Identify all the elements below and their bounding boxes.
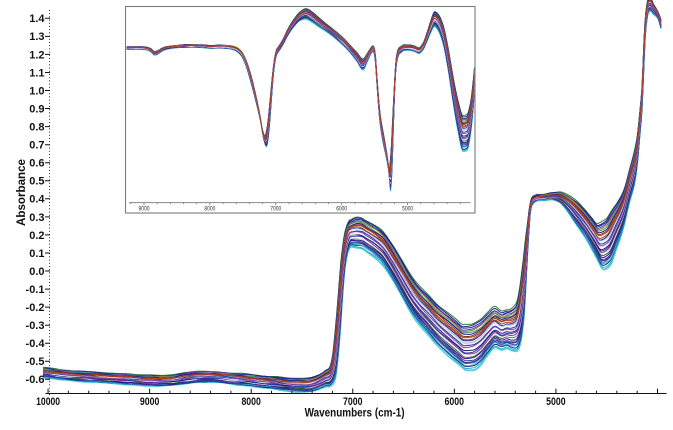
svg-text:1.0: 1.0 [29, 85, 44, 97]
svg-text:Wavenumbers (cm-1): Wavenumbers (cm-1) [305, 408, 405, 420]
svg-text:1.3: 1.3 [29, 31, 44, 43]
svg-text:6000: 6000 [445, 396, 465, 408]
svg-text:-0.4: -0.4 [26, 338, 46, 350]
svg-text:8000: 8000 [204, 207, 216, 213]
svg-text:0.9: 0.9 [29, 104, 44, 116]
svg-text:9000: 9000 [139, 207, 151, 213]
svg-text:9000: 9000 [140, 396, 160, 408]
svg-text:7000: 7000 [270, 207, 282, 213]
svg-text:0.7: 0.7 [29, 140, 44, 152]
svg-text:10000: 10000 [36, 396, 60, 408]
svg-text:0.6: 0.6 [29, 158, 44, 170]
svg-text:0.8: 0.8 [29, 122, 44, 134]
svg-text:7000: 7000 [343, 396, 363, 408]
svg-text:1.1: 1.1 [29, 67, 44, 79]
svg-text:0.3: 0.3 [29, 212, 44, 224]
svg-text:1.4: 1.4 [29, 13, 45, 25]
svg-text:0.5: 0.5 [29, 176, 44, 188]
svg-text:-0.6: -0.6 [26, 374, 45, 386]
svg-text:6000: 6000 [336, 207, 348, 213]
svg-text:-0.2: -0.2 [26, 302, 45, 314]
svg-text:8000: 8000 [241, 396, 261, 408]
svg-text:1.2: 1.2 [29, 49, 44, 61]
svg-text:0.0: 0.0 [29, 266, 44, 278]
svg-text:0.1: 0.1 [29, 248, 44, 260]
svg-text:-0.1: -0.1 [26, 284, 45, 296]
svg-text:5000: 5000 [546, 396, 566, 408]
svg-text:-0.5: -0.5 [26, 356, 45, 368]
svg-text:0.2: 0.2 [29, 230, 44, 242]
svg-text:-0.3: -0.3 [26, 320, 45, 332]
svg-text:5000: 5000 [402, 207, 414, 213]
svg-text:0.4: 0.4 [29, 194, 45, 206]
svg-text:Absorbance: Absorbance [14, 159, 28, 226]
